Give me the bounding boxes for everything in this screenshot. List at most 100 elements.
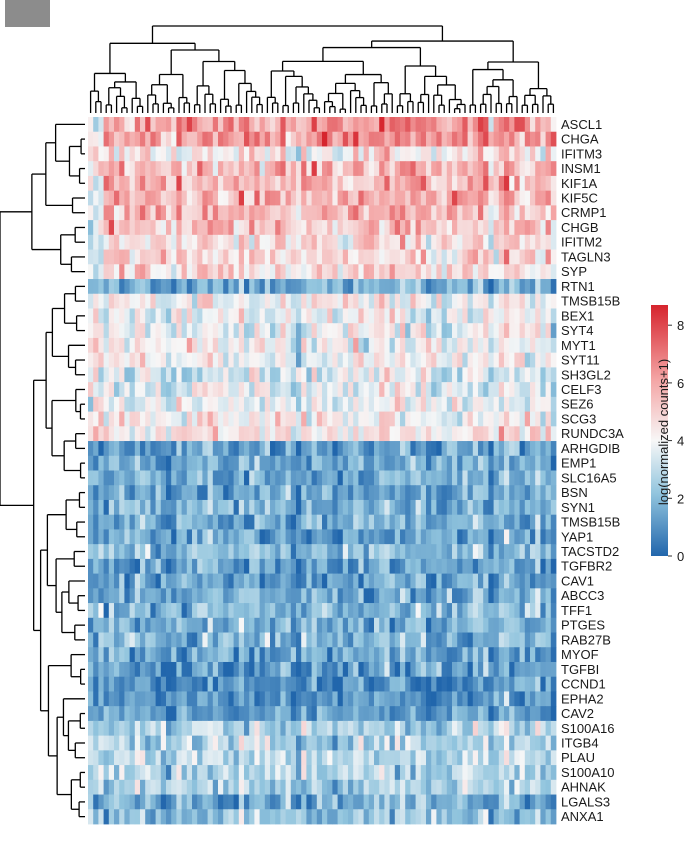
heatmap-cell bbox=[108, 750, 115, 766]
heatmap-cell bbox=[249, 470, 255, 486]
heatmap-cell bbox=[389, 411, 396, 427]
heatmap-cell bbox=[316, 293, 323, 309]
heatmap-cell bbox=[285, 455, 292, 471]
heatmap-cell bbox=[358, 131, 364, 147]
heatmap-cell bbox=[119, 720, 125, 737]
heatmap-cell bbox=[524, 308, 531, 324]
heatmap-cell bbox=[342, 588, 349, 604]
heatmap-cell bbox=[353, 161, 359, 177]
heatmap-cell bbox=[233, 765, 240, 781]
heatmap-cell bbox=[270, 146, 276, 162]
heatmap-cell bbox=[264, 514, 271, 530]
heatmap-cell bbox=[108, 220, 115, 236]
heatmap-cell bbox=[332, 367, 338, 383]
heatmap-cell bbox=[384, 441, 390, 457]
heatmap-cell bbox=[186, 455, 193, 471]
heatmap-cell bbox=[514, 175, 520, 192]
heatmap-cell bbox=[244, 367, 250, 383]
heatmap-cell bbox=[446, 485, 453, 501]
heatmap-cell bbox=[426, 765, 432, 781]
heatmap-cell bbox=[322, 396, 328, 412]
heatmap-cell bbox=[452, 426, 458, 442]
heatmap-cell bbox=[483, 632, 489, 648]
heatmap-cell bbox=[223, 175, 229, 192]
heatmap-cell bbox=[504, 190, 510, 206]
heatmap-cell bbox=[379, 750, 385, 766]
heatmap-cell bbox=[238, 661, 245, 678]
heatmap-cell bbox=[374, 499, 380, 516]
heatmap-cell bbox=[150, 617, 156, 633]
heatmap-cell bbox=[389, 337, 396, 354]
heatmap-cell bbox=[249, 573, 255, 589]
heatmap-cell bbox=[244, 779, 250, 795]
heatmap-cell bbox=[452, 441, 458, 457]
heatmap-cell bbox=[119, 411, 125, 427]
heatmap-cell bbox=[207, 441, 214, 457]
heatmap-cell bbox=[98, 293, 104, 309]
heatmap-cell bbox=[275, 308, 281, 324]
heatmap-cell bbox=[545, 603, 552, 619]
heatmap-cell bbox=[181, 544, 188, 560]
heatmap-cell bbox=[550, 661, 557, 678]
heatmap-cell bbox=[93, 617, 99, 633]
heatmap-cell bbox=[358, 441, 364, 457]
heatmap-cell bbox=[259, 720, 266, 737]
heatmap-cell bbox=[488, 720, 494, 737]
heatmap-cell bbox=[259, 131, 266, 147]
heatmap-cell bbox=[353, 647, 359, 663]
heatmap-cell bbox=[155, 117, 162, 133]
heatmap-cell bbox=[498, 779, 505, 795]
heatmap-cell bbox=[311, 485, 318, 501]
heatmap-cell bbox=[332, 161, 338, 177]
heatmap-cell bbox=[363, 573, 370, 589]
heatmap-cell bbox=[124, 411, 130, 427]
heatmap-cell bbox=[322, 765, 328, 781]
heatmap-cell bbox=[483, 794, 489, 810]
heatmap-cell bbox=[228, 470, 234, 486]
heatmap-cell bbox=[452, 117, 458, 133]
heatmap-cell bbox=[545, 161, 552, 177]
heatmap-cell bbox=[519, 175, 526, 192]
heatmap-cell bbox=[530, 249, 536, 265]
heatmap-cell bbox=[176, 647, 182, 663]
heatmap-cell bbox=[400, 441, 406, 457]
heatmap-cell bbox=[108, 308, 115, 324]
heatmap-cell bbox=[478, 529, 484, 545]
heatmap-cell bbox=[400, 588, 406, 604]
heatmap-cell bbox=[186, 779, 193, 795]
heatmap-cell bbox=[244, 337, 250, 354]
heatmap-cell bbox=[348, 573, 354, 589]
heatmap-cell bbox=[535, 691, 541, 707]
heatmap-cell bbox=[259, 603, 266, 619]
heatmap-cell bbox=[462, 234, 468, 250]
heatmap-cell bbox=[108, 573, 115, 589]
heatmap-cell bbox=[545, 779, 552, 795]
heatmap-cell bbox=[540, 765, 546, 781]
gene-label: MYOF bbox=[561, 647, 599, 662]
heatmap-cell bbox=[238, 234, 245, 250]
heatmap-cell bbox=[114, 779, 120, 795]
heatmap-cell bbox=[218, 249, 224, 265]
heatmap-cell bbox=[322, 544, 328, 560]
gene-label: TAGLN3 bbox=[561, 249, 611, 264]
heatmap-cell bbox=[160, 720, 167, 737]
heatmap-cell bbox=[358, 765, 364, 781]
heatmap-cell bbox=[436, 735, 442, 751]
heatmap-cell bbox=[337, 544, 344, 560]
heatmap-cell bbox=[114, 146, 120, 162]
heatmap-cell bbox=[228, 617, 234, 633]
heatmap-cell bbox=[306, 146, 312, 162]
heatmap-cell bbox=[452, 161, 458, 177]
heatmap-cell bbox=[238, 367, 245, 383]
heatmap-cell bbox=[436, 190, 442, 206]
heatmap-cell bbox=[166, 337, 172, 354]
heatmap-cell bbox=[202, 441, 208, 457]
heatmap-cell bbox=[176, 382, 182, 398]
heatmap-cell bbox=[306, 426, 312, 442]
heatmap-cell bbox=[358, 220, 364, 236]
heatmap-cell bbox=[264, 485, 271, 501]
heatmap-cell bbox=[233, 382, 240, 398]
heatmap-cell bbox=[301, 676, 307, 692]
heatmap-cell bbox=[316, 264, 323, 280]
heatmap-cell bbox=[441, 367, 448, 383]
